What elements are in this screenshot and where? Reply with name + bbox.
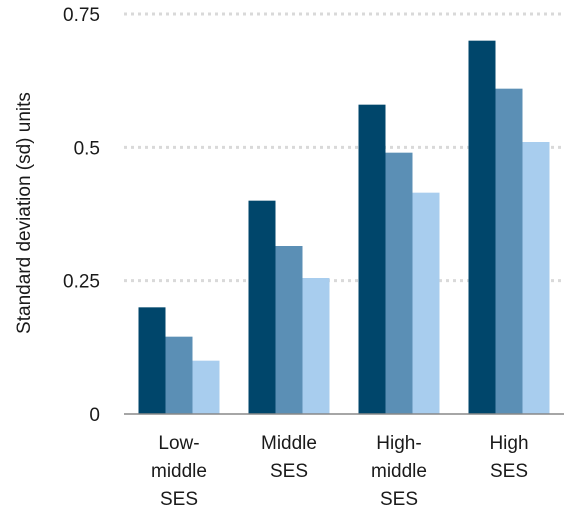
bar: [165, 336, 193, 414]
category-label: SES: [160, 489, 198, 510]
bar: [522, 142, 550, 414]
category-label: High-: [376, 433, 421, 454]
bar: [248, 200, 276, 414]
category-label: middle: [371, 461, 427, 482]
bar: [358, 104, 386, 415]
bars: [138, 40, 550, 415]
bar: [385, 152, 413, 414]
bar: [138, 307, 166, 414]
category-label: SES: [380, 489, 418, 510]
category-label: SES: [270, 461, 308, 482]
y-axis-title: Standard deviation (sd) units: [14, 92, 35, 334]
y-tick-label: 0.75: [63, 5, 100, 26]
bar: [275, 246, 303, 414]
bar: [412, 192, 440, 414]
y-tick-label: 0: [89, 405, 100, 426]
bar: [468, 40, 496, 415]
y-tick-labels: 0 0.25 0.5 0.75: [63, 5, 100, 426]
bar: [192, 360, 220, 414]
bar: [495, 88, 523, 415]
category-label: middle: [151, 461, 207, 482]
category-labels: Low-middle SES Middle SES High-middle SES High…: [151, 433, 529, 510]
category-label: SES: [490, 461, 528, 482]
category-label: Low-: [158, 433, 199, 454]
y-tick-label: 0.25: [63, 272, 100, 293]
category-label: High: [489, 433, 528, 454]
category-label: Middle: [261, 433, 317, 454]
bar: [302, 278, 330, 414]
y-tick-label: 0.5: [74, 138, 100, 159]
